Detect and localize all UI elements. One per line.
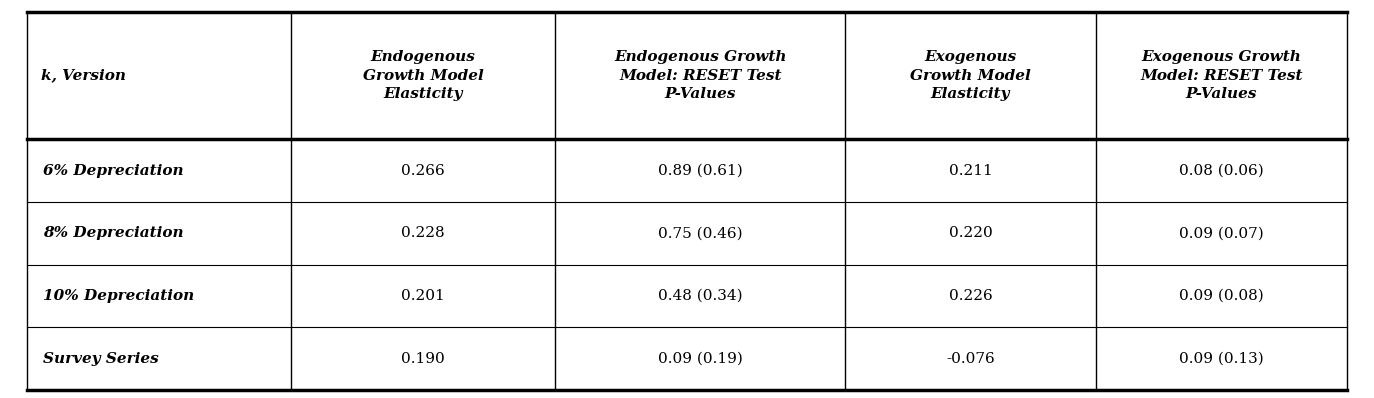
Text: 10% Depreciation: 10% Depreciation bbox=[44, 289, 195, 303]
Text: k, Version: k, Version bbox=[41, 68, 125, 83]
Text: Survey Series: Survey Series bbox=[44, 352, 159, 366]
Text: 0.220: 0.220 bbox=[948, 226, 992, 240]
Text: 0.201: 0.201 bbox=[401, 289, 445, 303]
Text: 0.190: 0.190 bbox=[401, 352, 445, 366]
Text: 6% Depreciation: 6% Depreciation bbox=[44, 164, 184, 178]
Text: 0.08 (0.06): 0.08 (0.06) bbox=[1179, 164, 1264, 178]
Text: 0.211: 0.211 bbox=[948, 164, 992, 178]
Text: 0.09 (0.08): 0.09 (0.08) bbox=[1179, 289, 1264, 303]
Text: 0.09 (0.19): 0.09 (0.19) bbox=[658, 352, 742, 366]
Text: Exogenous
Growth Model
Elasticity: Exogenous Growth Model Elasticity bbox=[910, 50, 1030, 101]
Text: Exogenous Growth
Model: RESET Test
P-Values: Exogenous Growth Model: RESET Test P-Val… bbox=[1140, 50, 1303, 101]
Text: 0.09 (0.13): 0.09 (0.13) bbox=[1179, 352, 1264, 366]
Text: 0.89 (0.61): 0.89 (0.61) bbox=[658, 164, 742, 178]
Text: 0.09 (0.07): 0.09 (0.07) bbox=[1179, 226, 1264, 240]
Text: -0.076: -0.076 bbox=[947, 352, 995, 366]
Text: 0.226: 0.226 bbox=[948, 289, 992, 303]
Text: 0.48 (0.34): 0.48 (0.34) bbox=[658, 289, 742, 303]
Text: Endogenous Growth
Model: RESET Test
P-Values: Endogenous Growth Model: RESET Test P-Va… bbox=[614, 50, 786, 101]
Text: 0.266: 0.266 bbox=[401, 164, 445, 178]
Text: 0.228: 0.228 bbox=[401, 226, 445, 240]
Text: 0.75 (0.46): 0.75 (0.46) bbox=[658, 226, 742, 240]
Text: Endogenous
Growth Model
Elasticity: Endogenous Growth Model Elasticity bbox=[363, 50, 484, 101]
Text: 8% Depreciation: 8% Depreciation bbox=[44, 226, 184, 240]
